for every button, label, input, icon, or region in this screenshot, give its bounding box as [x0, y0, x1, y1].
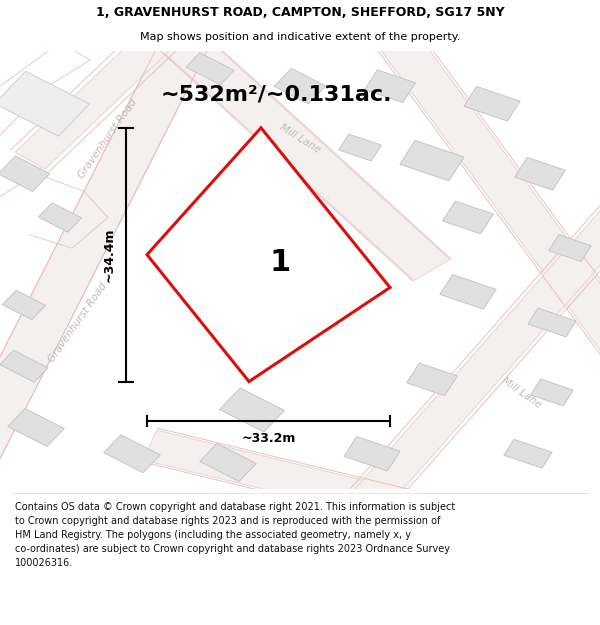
- Polygon shape: [150, 19, 450, 281]
- Polygon shape: [147, 128, 390, 381]
- Polygon shape: [365, 70, 415, 102]
- Polygon shape: [0, 156, 50, 191]
- Text: Gravenhurst Road: Gravenhurst Road: [47, 281, 109, 364]
- Polygon shape: [407, 363, 457, 396]
- Text: ~34.4m: ~34.4m: [102, 228, 115, 282]
- Polygon shape: [0, 71, 89, 136]
- Text: ~33.2m: ~33.2m: [241, 432, 296, 445]
- Polygon shape: [530, 379, 574, 406]
- Polygon shape: [2, 290, 46, 320]
- Polygon shape: [8, 409, 64, 446]
- Text: Mill Lane: Mill Lane: [278, 122, 322, 155]
- Polygon shape: [0, 350, 48, 382]
- Polygon shape: [220, 388, 284, 432]
- Polygon shape: [443, 201, 493, 234]
- Polygon shape: [104, 435, 160, 472]
- Text: Gravenhurst Road: Gravenhurst Road: [77, 97, 139, 181]
- Polygon shape: [200, 444, 256, 481]
- Polygon shape: [548, 234, 592, 262]
- Polygon shape: [274, 69, 326, 104]
- Polygon shape: [38, 202, 82, 232]
- Polygon shape: [344, 436, 400, 471]
- Polygon shape: [400, 141, 464, 181]
- Text: Mill Lane: Mill Lane: [500, 375, 544, 410]
- Polygon shape: [515, 158, 565, 190]
- Polygon shape: [440, 274, 496, 309]
- Polygon shape: [371, 22, 600, 365]
- Text: Contains OS data © Crown copyright and database right 2021. This information is : Contains OS data © Crown copyright and d…: [15, 503, 455, 568]
- Polygon shape: [0, 23, 215, 473]
- Polygon shape: [528, 308, 576, 337]
- Text: Map shows position and indicative extent of the property.: Map shows position and indicative extent…: [140, 32, 460, 42]
- Text: 1, GRAVENHURST ROAD, CAMPTON, SHEFFORD, SG17 5NY: 1, GRAVENHURST ROAD, CAMPTON, SHEFFORD, …: [95, 6, 505, 19]
- Polygon shape: [504, 439, 552, 468]
- Polygon shape: [338, 134, 382, 161]
- Polygon shape: [186, 52, 234, 85]
- Polygon shape: [464, 86, 520, 121]
- Polygon shape: [15, 21, 183, 169]
- Polygon shape: [143, 430, 427, 526]
- Text: ~532m²/~0.131ac.: ~532m²/~0.131ac.: [160, 85, 392, 105]
- Polygon shape: [343, 196, 600, 519]
- Text: 1: 1: [269, 248, 290, 278]
